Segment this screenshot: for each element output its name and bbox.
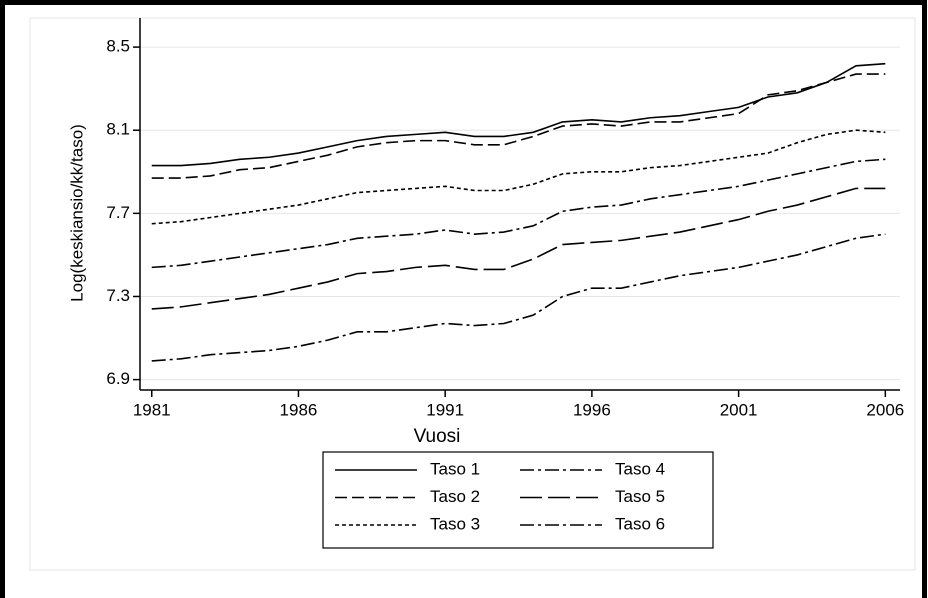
series-line — [151, 233, 886, 362]
legend-label: Taso 4 — [615, 459, 665, 478]
x-tick-label: 2001 — [720, 400, 758, 419]
series-line — [151, 129, 886, 225]
series-line — [151, 158, 886, 269]
series-line — [151, 187, 886, 310]
y-axis-label: Log(keskiansio/kk/taso) — [67, 124, 86, 302]
legend-label: Taso 1 — [430, 459, 480, 478]
legend-label: Taso 6 — [615, 514, 665, 533]
y-tick-label: 7.7 — [106, 203, 130, 222]
y-tick-label: 6.9 — [106, 369, 130, 388]
x-tick-label: 1981 — [133, 400, 171, 419]
x-tick-label: 1996 — [573, 400, 611, 419]
legend-label: Taso 2 — [430, 487, 480, 506]
y-tick-label: 7.3 — [106, 286, 130, 305]
y-tick-label: 8.1 — [106, 120, 130, 139]
legend-label: Taso 5 — [615, 487, 665, 506]
x-tick-label: 2006 — [866, 400, 904, 419]
x-tick-label: 1991 — [426, 400, 464, 419]
x-axis-label: Vuosi — [414, 426, 461, 447]
legend-box — [322, 451, 714, 549]
legend-label: Taso 3 — [430, 514, 480, 533]
series-line — [151, 73, 886, 179]
graph-region — [29, 17, 916, 571]
y-tick-label: 8.5 — [106, 37, 130, 56]
x-tick-label: 1986 — [280, 400, 318, 419]
